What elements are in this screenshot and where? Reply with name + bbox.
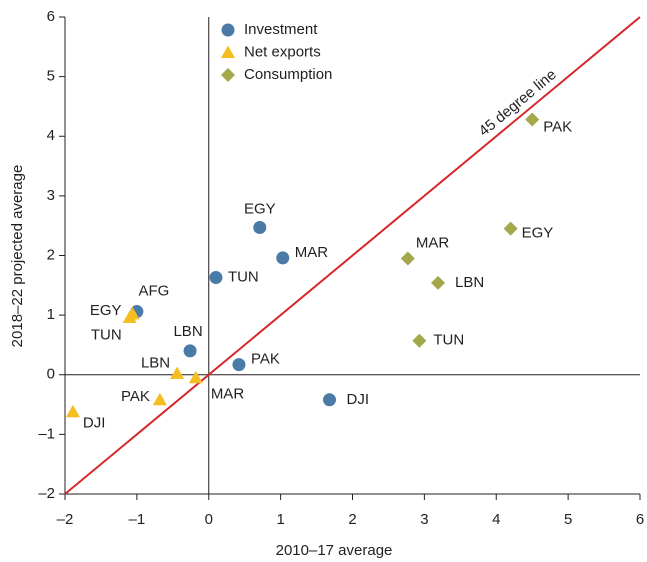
point-label: TUN (228, 269, 259, 286)
y-tick-label: 5 (47, 68, 55, 85)
point (170, 366, 185, 380)
point (525, 112, 540, 127)
point (232, 358, 246, 372)
legend-marker (221, 45, 235, 58)
point-label: TUN (91, 326, 122, 343)
x-tick-label: 6 (636, 511, 644, 528)
point (209, 271, 223, 285)
point (323, 393, 336, 407)
point-label: MAR (211, 386, 245, 403)
point (503, 221, 518, 236)
point (253, 220, 267, 234)
legend-label: Net exports (244, 43, 321, 60)
point (276, 251, 290, 265)
legend-marker (221, 68, 235, 82)
point (65, 404, 80, 418)
point-label: DJI (83, 415, 106, 432)
point-label: PAK (251, 351, 280, 368)
x-axis-label: 2010–17 average (276, 542, 393, 559)
x-tick-label: 0 (205, 511, 213, 528)
point-label: LBN (173, 323, 202, 340)
x-tick-label: –1 (129, 511, 146, 528)
x-tick-label: –2 (57, 511, 74, 528)
y-tick-label: 4 (47, 127, 55, 144)
y-tick-label: 0 (47, 366, 55, 383)
point-label: LBN (455, 274, 484, 291)
legend-label: Investment (244, 21, 318, 38)
x-tick-label: 5 (564, 511, 572, 528)
point-label: MAR (295, 244, 329, 261)
y-tick-label: 6 (47, 8, 55, 25)
point-label: PAK (121, 388, 150, 405)
point (183, 344, 197, 358)
legend-label: Consumption (244, 66, 332, 83)
point-label: EGY (522, 225, 554, 242)
x-tick-label: 1 (276, 511, 284, 528)
point-label: TUN (433, 332, 464, 349)
legend-marker (221, 23, 235, 37)
reference-line (64, 16, 641, 495)
y-tick-label: 1 (47, 306, 55, 323)
x-tick-label: 4 (492, 511, 500, 528)
point-label: PAK (543, 119, 572, 136)
y-tick-label: 3 (47, 187, 55, 204)
point-label: MAR (416, 234, 450, 251)
point-label: AFG (138, 283, 169, 300)
y-tick-label: –1 (38, 425, 55, 442)
point (122, 310, 137, 324)
point (152, 392, 167, 406)
x-tick-label: 3 (420, 511, 428, 528)
point-label: EGY (90, 302, 122, 319)
point (400, 251, 415, 266)
point (412, 333, 427, 348)
x-tick-label: 2 (348, 511, 356, 528)
y-axis-label: 2018–22 projected average (9, 165, 26, 348)
point-label: DJI (347, 391, 370, 408)
y-tick-label: –2 (38, 485, 55, 502)
point (431, 275, 446, 290)
point (188, 370, 203, 384)
point-label: EGY (244, 200, 276, 217)
y-tick-label: 2 (47, 246, 55, 263)
point-label: LBN (141, 355, 170, 372)
